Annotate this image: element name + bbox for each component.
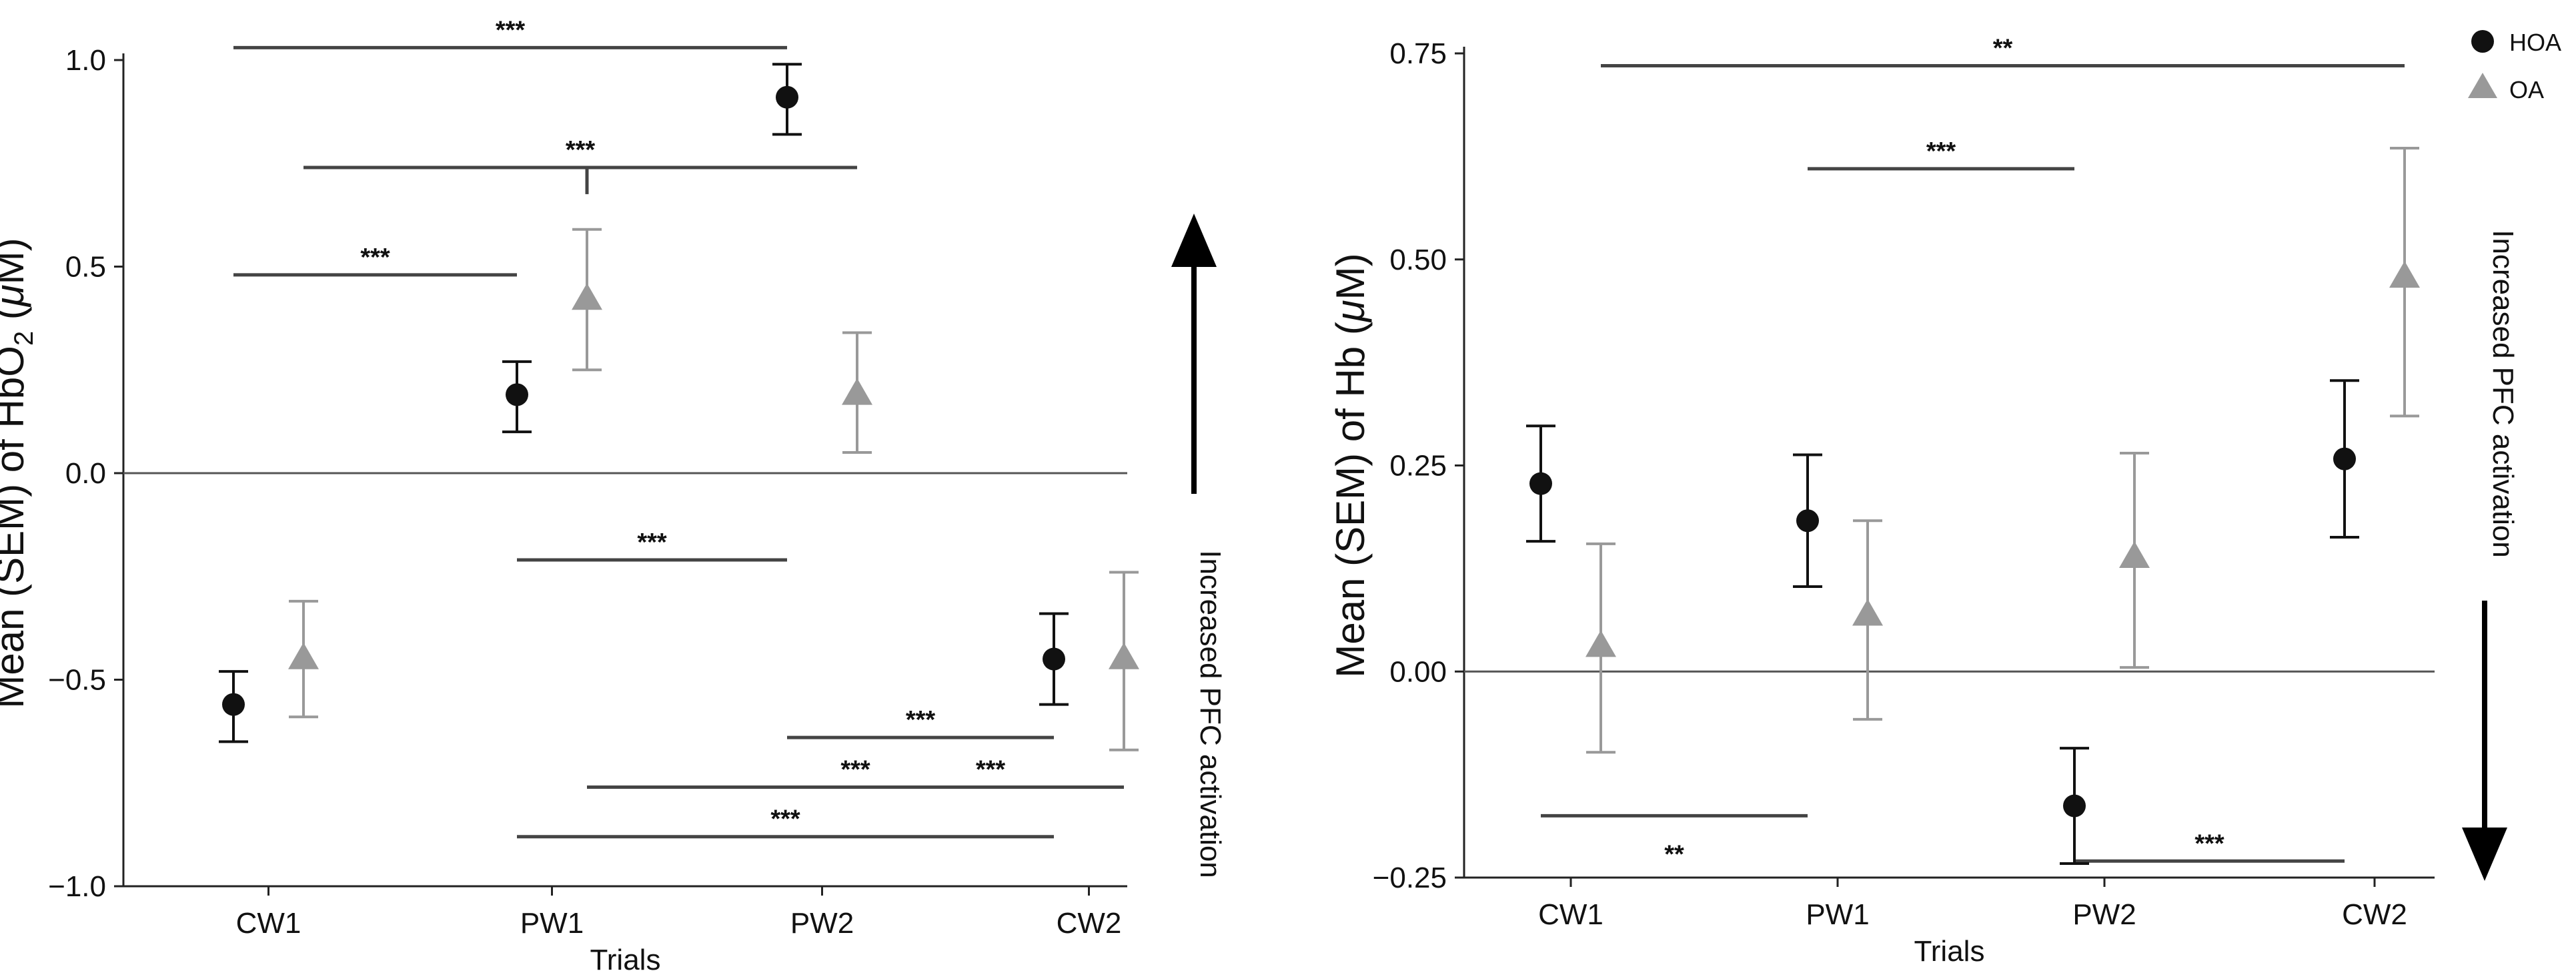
y-axis-label-unit: M) (1328, 253, 1373, 300)
arrow-down-icon (2462, 828, 2507, 881)
y-axis-label-unit: M) (0, 238, 32, 284)
y-tick-label: −1.0 (48, 870, 106, 903)
x-tick-label: CW2 (2342, 898, 2407, 931)
y-axis-label: Mean (SEM) of Hb (μM) (1328, 253, 1373, 677)
significance-label: *** (566, 136, 596, 164)
data-point-hoa (776, 85, 798, 109)
hbo2-chart: −1.0 −0.5 0.0 0.5 1.0 CW1 PW1 PW2 CW2 Trials Mean … (0, 16, 1227, 973)
significance-label: ** (1993, 35, 2013, 63)
y-tick-label: 0.00 (1389, 655, 1447, 688)
x-tick-label: PW2 (2072, 898, 2136, 931)
y-axis-label-paren: ( (0, 306, 32, 331)
y-tick-label: −0.25 (1373, 862, 1447, 894)
x-axis-label: Trials (590, 944, 661, 973)
x-tick-label: PW1 (1806, 898, 1869, 931)
data-point-hoa (2333, 447, 2356, 470)
significance-label: *** (637, 529, 667, 557)
significance-label: *** (976, 755, 1006, 783)
data-point-oa (1585, 630, 1616, 657)
y-tick-label: 0.0 (65, 457, 106, 490)
data-point-oa (572, 283, 602, 310)
legend-marker-oa (2468, 73, 2497, 98)
y-axis-label-subscript: 2 (9, 331, 39, 346)
data-point-oa (1109, 642, 1139, 669)
y-tick-label: −0.5 (48, 664, 106, 697)
x-tick-label: CW2 (1057, 907, 1122, 940)
y-axis-label-text: Mean (SEM) of Hb ( (1328, 322, 1373, 677)
y-axis-label-text: Mean (SEM) of HbO (0, 346, 32, 709)
significance-label: *** (360, 244, 390, 272)
data-point-hoa (506, 383, 528, 406)
data-point-oa (288, 642, 319, 669)
x-tick-label: CW1 (236, 907, 301, 940)
pfc-activation-annotation: Increased PFC activation (2487, 230, 2519, 558)
significance-label: *** (770, 805, 800, 834)
data-point-hoa (1796, 509, 1819, 533)
significance-label: *** (840, 755, 870, 783)
data-point-hoa (1043, 647, 1065, 671)
significance-label: *** (2194, 830, 2224, 858)
y-axis-label-mu: μ (1328, 300, 1373, 323)
legend-label-oa: OA (2509, 76, 2544, 103)
y-tick-label: 0.25 (1389, 450, 1447, 482)
pfc-activation-annotation: Increased PFC activation (1194, 550, 1227, 878)
x-axis-label: Trials (1914, 935, 1985, 968)
data-point-oa (2119, 541, 2150, 569)
data-point-hoa (2063, 794, 2086, 818)
data-point-hoa (1529, 472, 1552, 495)
y-tick-label: 0.75 (1389, 37, 1447, 70)
y-tick-label: 1.0 (65, 44, 106, 77)
significance-label: *** (496, 16, 526, 44)
legend: HOA OA (2468, 29, 2561, 103)
data-point-hoa (222, 693, 245, 716)
legend-label-hoa: HOA (2509, 29, 2561, 56)
hb-chart: −0.25 0.00 0.25 0.50 0.75 CW1 PW1 PW2 CW2 Trials M… (1328, 29, 2561, 968)
x-tick-label: CW1 (1538, 898, 1603, 931)
y-axis-label: Mean (SEM) of HbO2 (μM) (0, 238, 39, 708)
x-tick-label: PW1 (520, 907, 584, 940)
significance-label: *** (906, 706, 936, 734)
data-point-oa (842, 378, 872, 405)
arrow-up-icon (1171, 214, 1217, 267)
y-tick-label: 0.5 (65, 251, 106, 284)
y-tick-label: 0.50 (1389, 244, 1447, 276)
legend-marker-hoa (2471, 30, 2494, 53)
y-axis-label-mu: μ (0, 284, 32, 308)
x-tick-label: PW2 (790, 907, 854, 940)
significance-label: *** (1926, 137, 1956, 166)
data-point-oa (2389, 261, 2420, 288)
data-point-oa (1852, 599, 1883, 626)
significance-label: ** (1664, 840, 1684, 868)
